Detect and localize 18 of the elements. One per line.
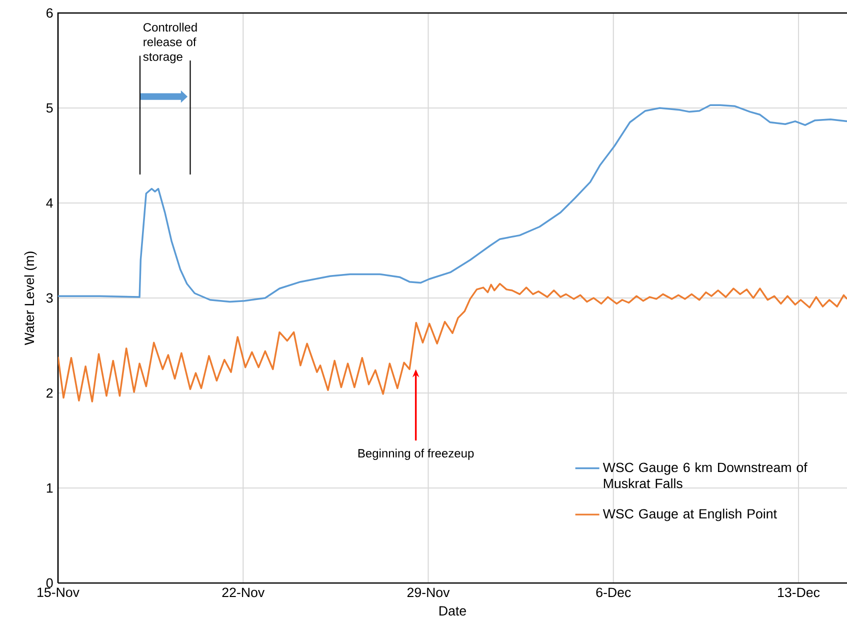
- x-tick-label: 6-Dec: [596, 588, 631, 598]
- y-tick-label: 1: [46, 483, 53, 493]
- y-tick-label: 5: [46, 103, 53, 113]
- y-tick-label: 0: [46, 578, 53, 588]
- x-tick-label: 22-Nov: [222, 588, 265, 598]
- annotation: Beginning of freezeup: [358, 448, 474, 460]
- y-tick-label: 3: [46, 293, 53, 303]
- y-axis-title: Water Level (m): [24, 252, 37, 346]
- y-tick-label: 6: [46, 8, 53, 18]
- x-tick-label: 13-Dec: [778, 588, 820, 598]
- x-tick-label: 15-Nov: [38, 588, 80, 597]
- x-tick-label: 29-Nov: [407, 588, 450, 598]
- annotation: Controlled release of storage: [143, 22, 197, 64]
- y-tick-label: 2: [46, 388, 53, 398]
- y-tick-label: 4: [46, 198, 53, 208]
- legend-label: WSC Gauge at English Point: [602, 508, 777, 522]
- x-axis-title: Date: [440, 606, 466, 616]
- legend-label: WSC Gauge 6 km Downstream of Muskrat Falls: [602, 462, 808, 488]
